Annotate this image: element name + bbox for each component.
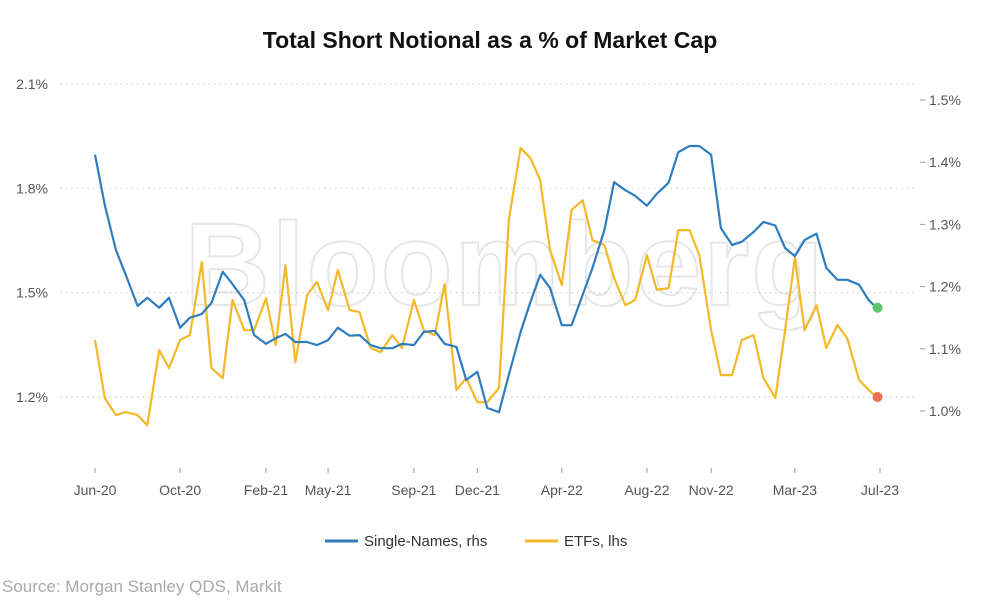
end-marker-single-names [872, 302, 883, 313]
x-tick-label: Feb-21 [244, 482, 289, 498]
x-tick-label: Oct-20 [159, 482, 201, 498]
x-tick-label: Dec-21 [455, 482, 500, 498]
right-axis: 1.0% 1.1% 1.2% 1.3% 1.4% 1.5% [920, 92, 961, 419]
left-tick-label: 1.2% [16, 389, 48, 405]
chart-title: Total Short Notional as a % of Market Ca… [263, 27, 718, 53]
series-lines [93, 144, 883, 427]
left-axis: 1.2% 1.5% 1.8% 2.1% [16, 76, 48, 405]
x-tick-label: Jul-23 [861, 482, 899, 498]
x-tick-label: Mar-23 [773, 482, 818, 498]
legend-label-etfs: ETFs, lhs [564, 533, 627, 550]
x-tick-label: Jun-20 [74, 482, 117, 498]
right-tick-label: 1.5% [929, 92, 961, 108]
right-tick-label: 1.4% [929, 154, 961, 170]
x-tick-label: Apr-22 [541, 482, 583, 498]
series-line-single-names [93, 144, 878, 414]
x-tick-label: Nov-22 [689, 482, 734, 498]
x-axis: Jun-20 Oct-20 Feb-21 May-21 Sep-21 Dec-21 Apr-… [74, 468, 899, 498]
source-note: Source: Morgan Stanley QDS, Markit [2, 577, 282, 596]
legend-label-single-names: Single-Names, rhs [364, 533, 487, 550]
x-tick-label: May-21 [305, 482, 352, 498]
right-tick-label: 1.0% [929, 403, 961, 419]
end-marker-etfs [872, 392, 883, 402]
left-tick-label: 2.1% [16, 76, 48, 92]
x-tick-label: Aug-22 [624, 482, 669, 498]
left-tick-label: 1.8% [16, 180, 48, 196]
series-line-etfs [93, 146, 878, 427]
right-tick-label: 1.2% [929, 279, 961, 295]
x-tick-label: Sep-21 [391, 482, 436, 498]
right-tick-label: 1.3% [929, 216, 961, 232]
right-tick-label: 1.1% [929, 341, 961, 357]
left-tick-label: 1.5% [16, 285, 48, 301]
legend: Single-Names, rhs ETFs, lhs [325, 533, 627, 550]
